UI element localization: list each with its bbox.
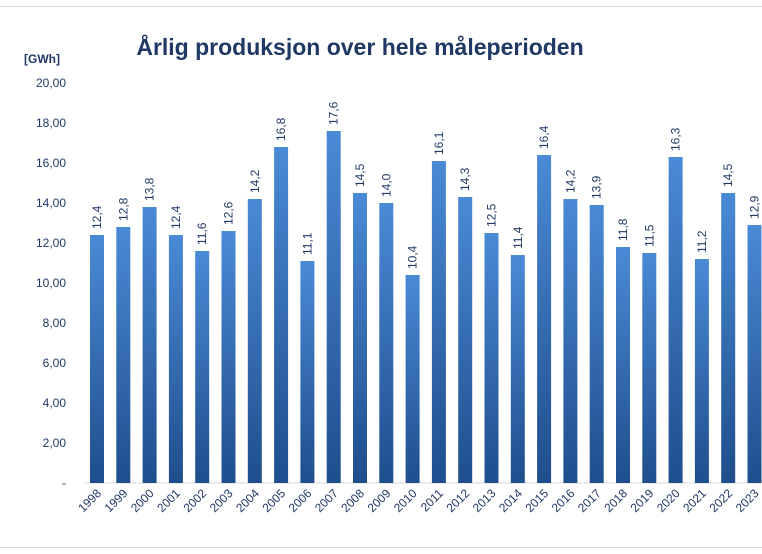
bar-2018 [616, 247, 630, 483]
y-tick-label: 2,00 [43, 436, 67, 450]
x-tick-label-2010: 2010 [391, 486, 420, 515]
bar-2022 [721, 193, 736, 483]
x-tick-label-2016: 2016 [549, 486, 578, 515]
bar-2009 [379, 203, 394, 483]
y-tick-label: 16,00 [36, 156, 66, 170]
data-label-2016: 14,2 [563, 169, 577, 193]
x-tick-label-2002: 2002 [181, 486, 210, 515]
x-tick-label-2019: 2019 [628, 486, 657, 515]
y-axis-unit-label: [GWh] [24, 52, 60, 66]
bar-2020 [668, 157, 683, 483]
data-label-2002: 11,6 [195, 222, 209, 245]
data-label-2000: 13,8 [143, 177, 157, 201]
y-tick-label: 10,00 [36, 276, 66, 290]
bar-2011 [431, 161, 446, 483]
data-label-2015: 16,4 [537, 125, 551, 149]
y-tick-label: 18,00 [36, 116, 66, 130]
bar-2000 [142, 207, 157, 483]
x-tick-label-2001: 2001 [154, 486, 183, 515]
bar-2021 [694, 259, 709, 483]
data-label-2018: 11,8 [616, 218, 630, 241]
data-label-2013: 12,5 [485, 203, 499, 227]
x-tick-label-2000: 2000 [128, 486, 157, 515]
data-label-2012: 14,3 [458, 167, 472, 191]
data-label-1999: 12,8 [116, 197, 130, 221]
data-label-2022: 14,5 [721, 163, 735, 187]
data-label-2006: 11,1 [300, 232, 314, 255]
y-tick-label: 12,00 [36, 236, 66, 250]
data-label-2008: 14,5 [353, 163, 367, 187]
bar-2003 [221, 231, 236, 483]
x-tick-label-2021: 2021 [680, 486, 709, 515]
bar-2014 [510, 255, 525, 483]
data-label-2011: 16,1 [432, 131, 446, 155]
bar-2008 [353, 193, 367, 483]
y-axis: - 2,00 4,00 6,00 8,00 10,00 12,00 14,00 16,00 18,… [36, 76, 66, 490]
x-tick-label-1998: 1998 [75, 486, 104, 515]
data-label-2001: 12,4 [169, 205, 183, 229]
bar-2019 [642, 253, 657, 483]
x-tick-label-2009: 2009 [365, 486, 394, 515]
bar-2023 [747, 225, 762, 483]
bar-2013 [484, 233, 499, 483]
bar-1998 [90, 235, 104, 483]
bar-2001 [168, 235, 183, 483]
y-tick-label: 14,00 [36, 196, 66, 210]
x-tick-label-2015: 2015 [522, 486, 551, 515]
bar-2004 [247, 199, 262, 483]
data-label-2003: 12,6 [222, 201, 236, 225]
x-tick-label-2017: 2017 [575, 486, 604, 515]
data-label-2021: 11,2 [695, 230, 709, 253]
data-label-2005: 16,8 [274, 117, 288, 141]
bar-2010 [405, 275, 420, 483]
bar-2005 [274, 147, 289, 483]
x-tick-label-2013: 2013 [470, 486, 499, 515]
x-tick-label-2005: 2005 [259, 486, 288, 515]
bar-1999 [116, 227, 131, 483]
y-tick-label: 6,00 [43, 356, 67, 370]
x-tick-label-2011: 2011 [418, 486, 446, 514]
x-tick-label-2022: 2022 [707, 486, 736, 515]
x-tick-label-2007: 2007 [312, 486, 341, 515]
x-tick-label-2004: 2004 [233, 486, 262, 515]
x-tick-label-2014: 2014 [496, 486, 525, 515]
y-tick-label: 8,00 [43, 316, 67, 330]
data-label-2017: 13,9 [590, 175, 604, 199]
y-tick-label: 20,00 [36, 76, 66, 90]
data-labels: 12,4 12,8 13,8 12,4 11,6 12,6 14,2 16,8 11,1 17,6… [90, 101, 762, 269]
data-label-1998: 12,4 [90, 205, 104, 229]
bar-2017 [589, 205, 604, 483]
data-label-2009: 14,0 [379, 173, 393, 197]
bar-series [90, 131, 762, 483]
bottom-border [0, 547, 762, 548]
top-border [0, 6, 762, 7]
bar-2012 [458, 197, 473, 483]
data-label-2004: 14,2 [248, 169, 262, 193]
chart-title: Årlig produksjon over hele måleperioden [136, 34, 584, 60]
x-tick-label-2018: 2018 [601, 486, 630, 515]
data-label-2019: 11,5 [642, 224, 656, 247]
data-label-2007: 17,6 [327, 101, 341, 125]
data-label-2023: 12,9 [748, 195, 762, 219]
bar-2007 [326, 131, 341, 483]
x-tick-label-2006: 2006 [286, 486, 315, 515]
y-tick-label: 4,00 [43, 396, 67, 410]
data-label-2010: 10,4 [406, 245, 420, 269]
bar-2006 [300, 261, 315, 483]
bar-2016 [563, 199, 578, 483]
bar-2015 [537, 155, 552, 483]
x-axis: 1998199920002001200220032004200520062007… [75, 486, 762, 515]
x-tick-label-2020: 2020 [654, 486, 683, 515]
x-tick-label-2012: 2012 [444, 486, 473, 515]
data-label-2014: 11,4 [511, 226, 525, 249]
x-tick-label-1999: 1999 [102, 486, 131, 515]
x-tick-label-2003: 2003 [207, 486, 236, 515]
y-tick-label: - [62, 476, 66, 490]
bar-2002 [195, 251, 210, 483]
x-tick-label-2023: 2023 [733, 486, 762, 515]
x-tick-label-2008: 2008 [338, 486, 367, 515]
data-label-2020: 16,3 [669, 127, 683, 151]
